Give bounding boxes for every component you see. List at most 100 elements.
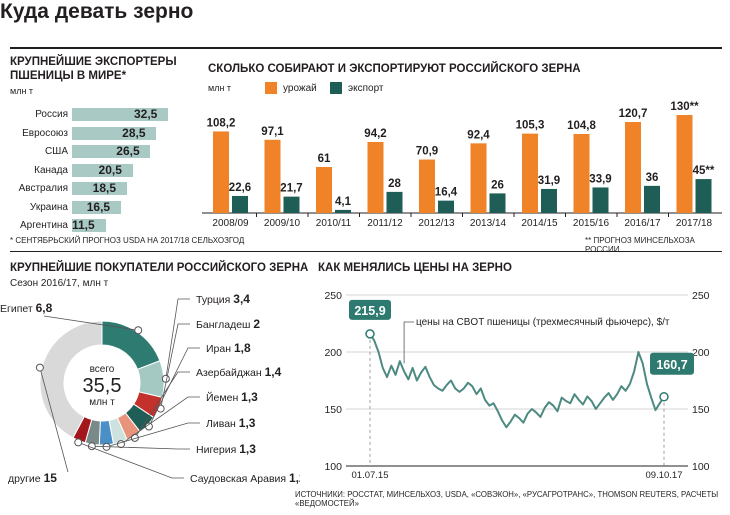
exporter-value-label: 32,5 (134, 107, 158, 121)
exporter-value-label: 16,5 (86, 199, 111, 214)
season-tick-label: 2009/10 (264, 218, 301, 229)
exporter-bar (72, 145, 151, 158)
exporter-country-label: Россия (35, 109, 68, 120)
donut-slice-value: 2 (253, 317, 260, 331)
price-end-dot (659, 392, 669, 402)
donut-slice-label: Ливан 1,3 (206, 416, 256, 430)
donut-leader-line (134, 371, 190, 439)
harvest-value-label: 108,2 (207, 117, 236, 129)
export-value-label: 21,7 (280, 183, 302, 195)
legend-export-swatch (330, 82, 342, 94)
donut-leader-line (160, 323, 190, 409)
exporters-title-line1: КРУПНЕЙШИЕ ЭКСПОРТЕРЫ (10, 56, 177, 68)
export-value-label: 33,9 (589, 173, 611, 185)
price-ytick-left: 100 (324, 461, 342, 473)
export-bar (644, 185, 660, 213)
buyers-subtitle: Сезон 2016/17, млн т (10, 278, 109, 289)
prices-title: КАК МЕНЯЛИСЬ ЦЕНЫ НА ЗЕРНО (318, 262, 512, 274)
season-tick-label: 2016/17 (624, 218, 661, 229)
exporter-bar (72, 126, 157, 140)
harvest-value-label: 120,7 (619, 108, 648, 120)
exporter-country-label: Украина (29, 201, 68, 213)
price-ytick-right: 200 (692, 347, 710, 359)
export-bar (386, 191, 403, 213)
donut-slice-name: Азербайджан (196, 367, 265, 379)
export-bar (335, 209, 351, 213)
legend-harvest-swatch (265, 82, 277, 94)
export-bar (232, 195, 248, 213)
harvest-bar (676, 115, 693, 213)
exporter-country-label: США (44, 146, 68, 157)
price-end-badge (650, 352, 694, 375)
season-tick-label: 2010/11 (316, 218, 352, 229)
donut-center-line1: всего (89, 364, 115, 375)
price-start-value: 215,9 (354, 304, 385, 318)
exporters-title-line2: ПШЕНИЦЫ В МИРЕ* (10, 70, 127, 82)
donut-slice-value: 1,4 (265, 365, 282, 379)
exporter-country-label: Евросоюз (22, 127, 68, 139)
season-tick-label: 2014/15 (521, 218, 558, 229)
price-ytick-right: 100 (692, 461, 710, 473)
export-bar (489, 193, 506, 213)
harvest-bar (213, 131, 229, 213)
donut-slice-name: Бангладеш (196, 319, 253, 331)
price-ytick-left: 200 (324, 347, 342, 359)
donut-slice-name: Турция (196, 294, 233, 306)
donut-slice-value: 15 (44, 471, 58, 485)
export-bar (695, 179, 712, 213)
harvest-unit: млн т (208, 83, 232, 93)
harvest-bar (419, 159, 435, 213)
exporter-bar (72, 200, 121, 214)
season-tick-label: 2017/18 (676, 218, 713, 229)
harvest-value-label: 105,3 (516, 120, 545, 132)
exporter-country-label: Австралия (18, 183, 68, 194)
price-ytick-left: 150 (324, 404, 342, 416)
price-start-dot (365, 329, 375, 339)
harvest-bar (470, 143, 487, 213)
export-bar (283, 196, 300, 213)
export-value-label: 26 (491, 179, 504, 191)
donut-leader-line (106, 422, 200, 448)
donut-slice (39, 320, 103, 439)
donut-slice-label: Йемен 1,3 (206, 390, 258, 404)
page-title: Куда девать зерно (0, 0, 194, 23)
exporter-bar (72, 108, 168, 121)
export-value-label: 28 (388, 178, 401, 190)
exporter-country-label: Канада (34, 164, 68, 176)
donut-slice-label: Бангладеш 2 (196, 317, 260, 331)
donut-slice-label: Азербайджан 1,4 (196, 365, 282, 379)
harvest-value-label: 92,4 (467, 129, 490, 141)
donut-slice-name: Египет (0, 303, 36, 315)
donut-slice-label: Саудовская Аравия 1,2 (190, 471, 300, 485)
exporter-value-label: 18,5 (92, 181, 116, 195)
harvest-export-chart: 108,2 22,6 2008/09 97,1 21,7 2009/10 61 4,1 2010… (202, 101, 722, 229)
donut-leader-line (148, 347, 200, 427)
donut-slice-label: Египет 6,8 (0, 301, 53, 315)
export-bar (438, 200, 454, 213)
donut-slice-label: Турция 3,4 (196, 292, 250, 306)
donut-slice-value: 1,3 (239, 442, 256, 456)
donut-slice-value: 1,2 (289, 471, 300, 485)
legend-export-label: экспорт (348, 83, 384, 94)
donut-center-line2: млн т (89, 397, 115, 408)
export-value-label: 45** (693, 165, 715, 177)
donut-leader-line (165, 298, 190, 379)
harvest-value-label: 94,2 (364, 128, 386, 140)
donut-slice (101, 320, 161, 371)
price-date-end: 09.10.17 (646, 470, 683, 481)
exporter-bar (72, 163, 133, 177)
price-callout-line (403, 321, 414, 364)
donut-leader-line (39, 367, 69, 473)
price-ytick-right: 150 (692, 404, 710, 416)
season-tick-label: 2013/14 (470, 218, 507, 229)
harvest-bar (367, 141, 384, 213)
exporter-bar (72, 219, 106, 232)
donut-slice-name: Ливан (206, 418, 239, 430)
price-line (369, 333, 665, 429)
donut-slice-name: Иран (206, 343, 234, 355)
price-ytick-left: 250 (324, 290, 342, 302)
harvest-value-label: 97,1 (261, 126, 284, 138)
exporter-value-label: 26,5 (116, 144, 140, 158)
donut-leader-dot (35, 363, 44, 372)
